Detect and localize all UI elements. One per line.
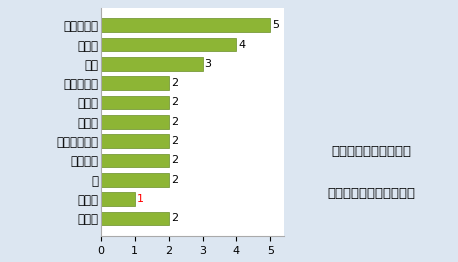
Bar [101,115,169,129]
Text: 野比家窓以外における: 野比家窓以外における [331,145,411,159]
Bar [101,76,169,90]
Bar [101,57,202,71]
Bar [101,134,169,148]
Bar [101,173,169,187]
Bar [101,37,236,51]
Text: 2: 2 [171,97,178,107]
Text: キャラ別投棄回数（回）: キャラ別投棄回数（回） [327,187,415,200]
Text: 2: 2 [171,117,178,127]
Text: 5: 5 [273,20,279,30]
Bar [101,96,169,110]
Bar [101,192,135,206]
Text: 2: 2 [171,175,178,185]
Text: 3: 3 [205,59,212,69]
Text: 2: 2 [171,155,178,166]
Bar [101,154,169,167]
Text: 2: 2 [171,78,178,88]
Bar [101,211,169,225]
Bar [101,18,270,32]
Text: 2: 2 [171,214,178,223]
Text: 2: 2 [171,136,178,146]
Text: 1: 1 [137,194,144,204]
Text: 4: 4 [239,40,245,50]
